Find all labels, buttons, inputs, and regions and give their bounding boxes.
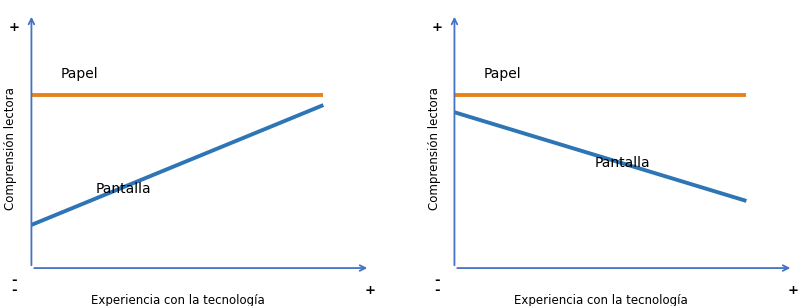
Text: Experiencia con la tecnología: Experiencia con la tecnología bbox=[513, 294, 688, 306]
Text: Experiencia con la tecnología: Experiencia con la tecnología bbox=[90, 294, 264, 306]
Text: -: - bbox=[434, 274, 440, 287]
Text: Pantalla: Pantalla bbox=[96, 182, 151, 196]
Text: Comprensión lectora: Comprensión lectora bbox=[5, 87, 18, 210]
Text: +: + bbox=[8, 21, 19, 34]
Text: +: + bbox=[788, 284, 799, 297]
Text: Comprensión lectora: Comprensión lectora bbox=[428, 87, 441, 210]
Text: Pantalla: Pantalla bbox=[595, 155, 650, 170]
Text: -: - bbox=[11, 274, 17, 287]
Text: +: + bbox=[432, 21, 442, 34]
Text: -: - bbox=[434, 284, 440, 297]
Text: Papel: Papel bbox=[483, 67, 521, 81]
Text: Papel: Papel bbox=[61, 67, 98, 81]
Text: +: + bbox=[365, 284, 375, 297]
Text: -: - bbox=[11, 284, 17, 297]
